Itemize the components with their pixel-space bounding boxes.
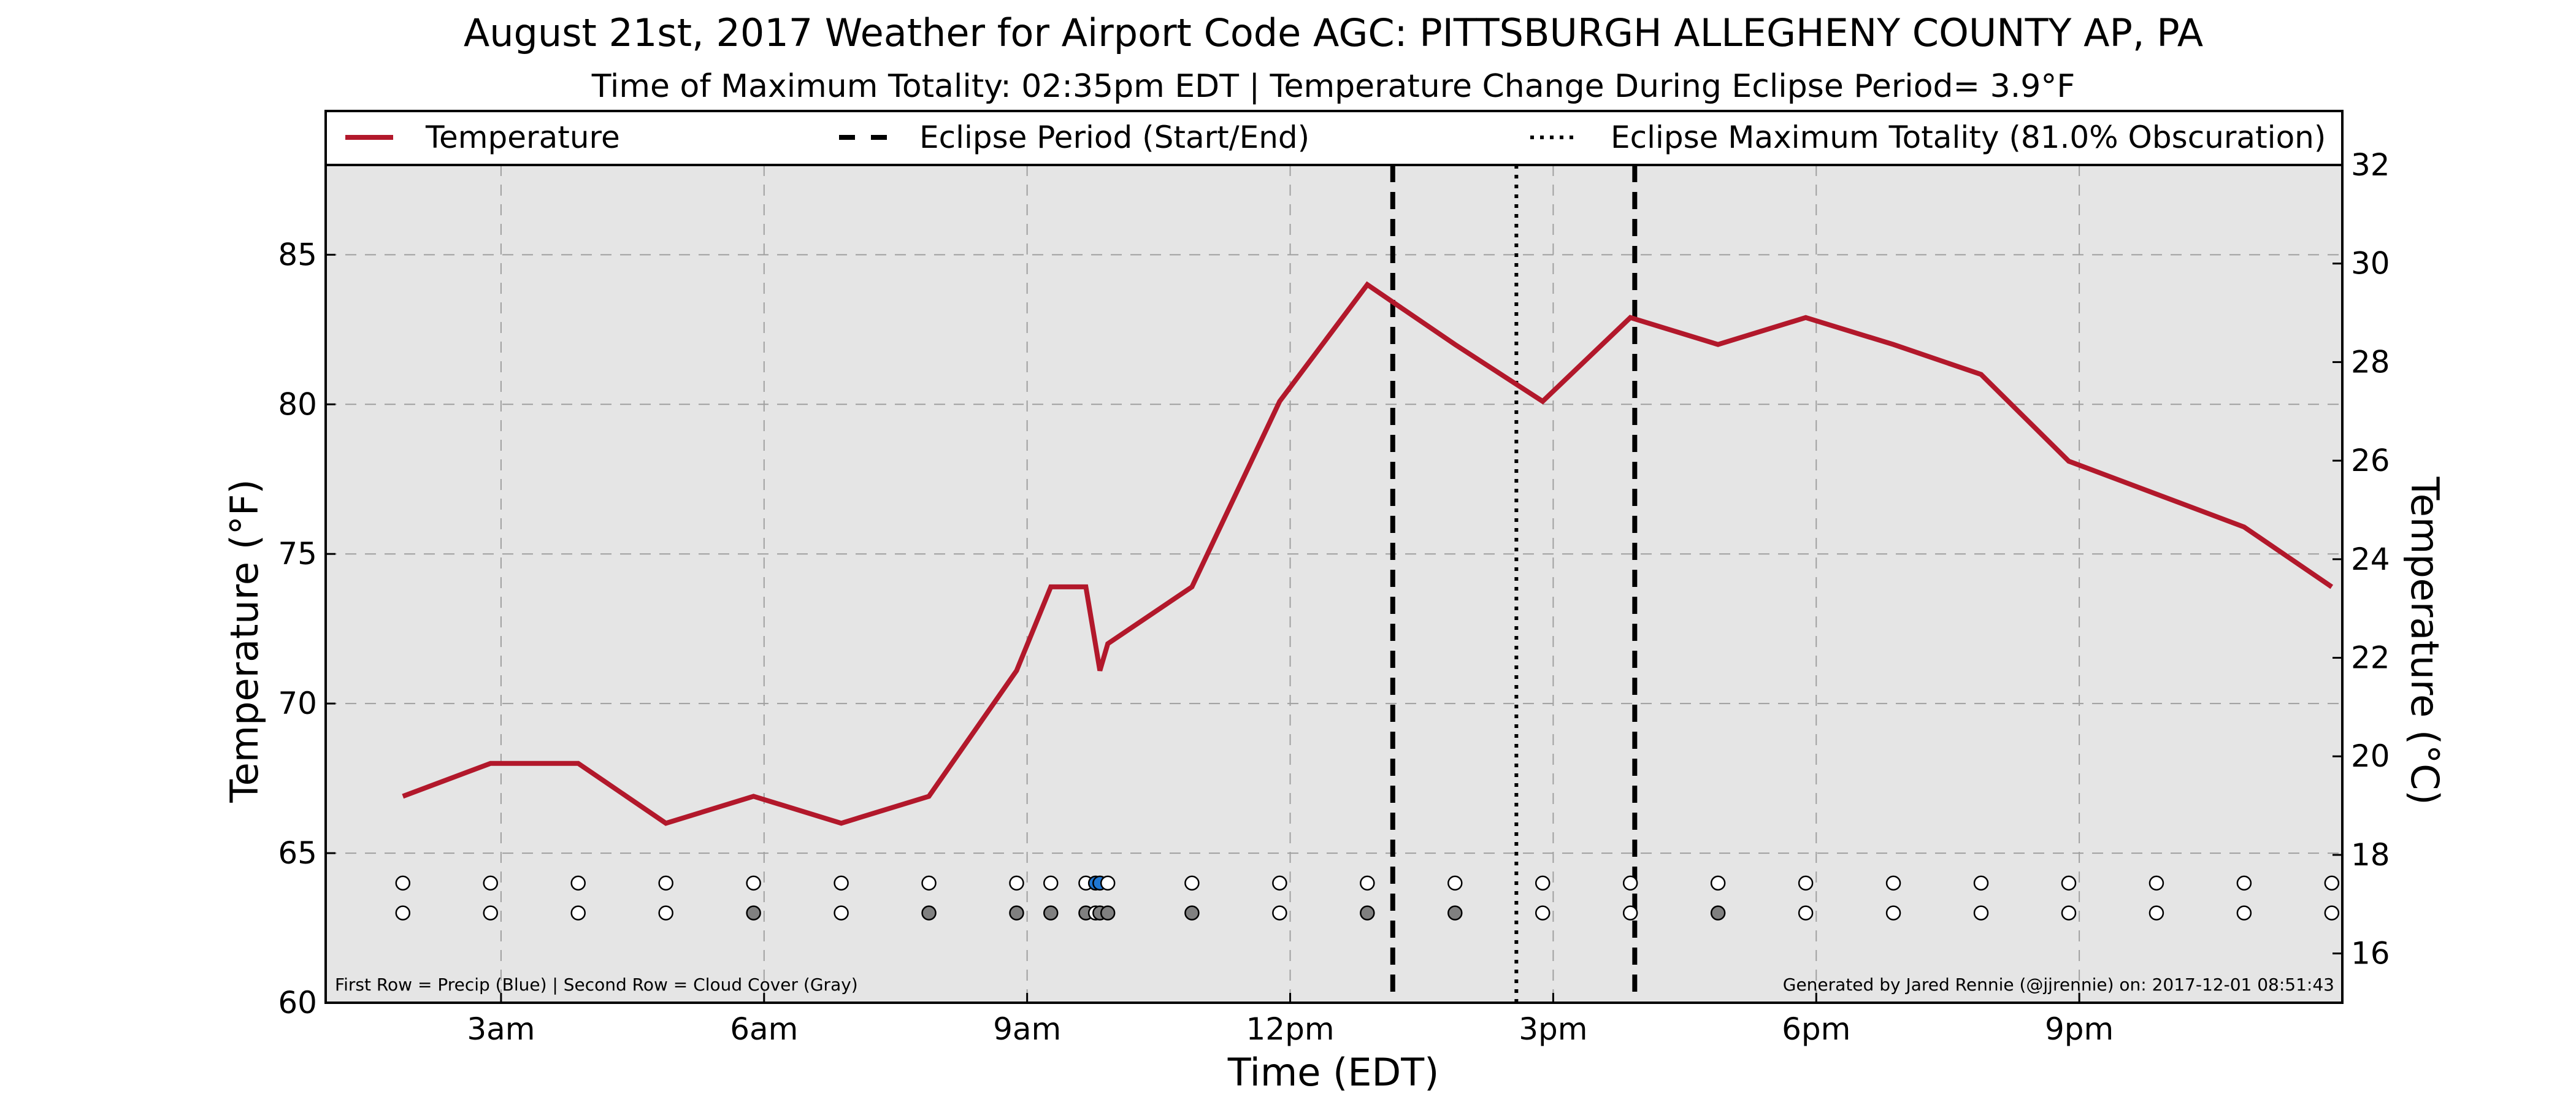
precip-dot xyxy=(1043,875,1059,891)
x-tick-label: 3pm xyxy=(1519,1011,1587,1047)
precip-dot xyxy=(1973,875,1989,891)
precip-dot xyxy=(1710,875,1726,891)
precip-dot xyxy=(2324,875,2340,891)
precip-dot xyxy=(1184,875,1200,891)
precip-dot xyxy=(395,875,411,891)
credit-note: Generated by Jared Rennie (@jjrennie) on… xyxy=(1783,975,2334,995)
temperature-line xyxy=(402,281,2334,826)
cloud-cover-dot xyxy=(1885,905,1901,921)
precip-dot xyxy=(834,875,849,891)
cloud-cover-dot xyxy=(834,905,849,921)
plot-area xyxy=(326,165,2342,1003)
y2-tick-label: 28 xyxy=(2351,344,2390,380)
rows-note: First Row = Precip (Blue) | Second Row =… xyxy=(335,975,858,995)
legend-eclipse-period-label: Eclipse Period (Start/End) xyxy=(919,120,1309,155)
cloud-cover-dot xyxy=(1184,905,1200,921)
cloud-cover-dot xyxy=(1798,905,1814,921)
y2-tick-label: 20 xyxy=(2351,738,2390,774)
y-tick-label: 60 xyxy=(278,985,317,1021)
grid-lines xyxy=(326,165,2342,1003)
y2-tick-label: 26 xyxy=(2351,443,2390,478)
cloud-cover-dot xyxy=(1535,905,1551,921)
precip-dot xyxy=(1100,875,1116,891)
cloud-cover-dot xyxy=(1272,905,1287,921)
x-tick-label: 9pm xyxy=(2045,1011,2114,1047)
precip-dot xyxy=(1009,875,1024,891)
cloud-cover-dot xyxy=(1973,905,1989,921)
cloud-cover-dot xyxy=(395,905,411,921)
y2-tick-label: 32 xyxy=(2351,147,2390,183)
chart-title: August 21st, 2017 Weather for Airport Co… xyxy=(464,10,2203,55)
x-ticks: 3am 6am 9am 12pm 3pm 6pm 9pm xyxy=(467,993,2114,1047)
precip-dot xyxy=(1535,875,1551,891)
x-tick-label: 12pm xyxy=(1246,1011,1334,1047)
precip-dot xyxy=(570,875,586,891)
cloud-cover-dot xyxy=(1710,905,1726,921)
cloud-cover-dot xyxy=(1360,905,1375,921)
observation-dots xyxy=(395,875,2340,921)
x-tick-label: 3am xyxy=(467,1011,535,1047)
precip-dot xyxy=(658,875,673,891)
legend-temperature-label: Temperature xyxy=(425,120,620,155)
cloud-cover-dot xyxy=(1447,905,1463,921)
cloud-cover-dot xyxy=(1009,905,1024,921)
cloud-cover-dot xyxy=(2324,905,2340,921)
y-axis-label: Temperature (°F) xyxy=(222,479,267,803)
precip-dot xyxy=(1622,875,1638,891)
cloud-cover-dot xyxy=(921,905,937,921)
precip-dot xyxy=(1272,875,1287,891)
y-tick-label: 65 xyxy=(278,835,317,871)
cloud-cover-dot xyxy=(1043,905,1059,921)
x-tick-label: 6pm xyxy=(1782,1011,1850,1047)
y-tick-label: 75 xyxy=(278,536,317,572)
y2-axis-label: Temperature (°C) xyxy=(2402,476,2447,805)
precip-dot xyxy=(1798,875,1814,891)
precip-dot xyxy=(2149,875,2164,891)
cloud-cover-dot xyxy=(2236,905,2252,921)
y-ticks: 60 65 70 75 80 85 xyxy=(278,237,335,1021)
cloud-cover-dot xyxy=(2061,905,2077,921)
cloud-cover-dot xyxy=(658,905,673,921)
y2-tick-label: 18 xyxy=(2351,837,2390,873)
y-tick-label: 80 xyxy=(278,386,317,422)
cloud-cover-dot xyxy=(1622,905,1638,921)
cloud-cover-dot xyxy=(570,905,586,921)
plot-border xyxy=(324,164,2344,1004)
legend-box xyxy=(324,110,2344,166)
y2-tick-label: 24 xyxy=(2351,542,2390,577)
y2-ticks: 16 18 20 22 24 26 28 30 32 xyxy=(2333,147,2390,971)
precip-dot xyxy=(2061,875,2077,891)
precip-dot xyxy=(746,875,761,891)
temperature-series xyxy=(402,281,2334,826)
cloud-cover-dot xyxy=(746,905,761,921)
cloud-cover-dot xyxy=(2149,905,2164,921)
cloud-cover-dot xyxy=(1100,905,1116,921)
precip-dot xyxy=(1360,875,1375,891)
x-tick-label: 9am xyxy=(993,1011,1061,1047)
precip-dot xyxy=(1447,875,1463,891)
precip-dot xyxy=(483,875,499,891)
precip-dot xyxy=(1885,875,1901,891)
y2-tick-label: 16 xyxy=(2351,936,2390,971)
legend-max-totality-label: Eclipse Maximum Totality (81.0% Obscurat… xyxy=(1611,120,2326,155)
y-tick-label: 85 xyxy=(278,237,317,272)
precip-dot xyxy=(921,875,937,891)
precip-dot xyxy=(2236,875,2252,891)
x-tick-label: 6am xyxy=(730,1011,798,1047)
y2-tick-label: 22 xyxy=(2351,640,2390,676)
y-tick-label: 70 xyxy=(278,686,317,721)
chart-subtitle: Time of Maximum Totality: 02:35pm EDT | … xyxy=(591,68,2075,105)
cloud-cover-dot xyxy=(483,905,499,921)
x-axis-label: Time (EDT) xyxy=(1227,1050,1439,1095)
y2-tick-label: 30 xyxy=(2351,246,2390,282)
